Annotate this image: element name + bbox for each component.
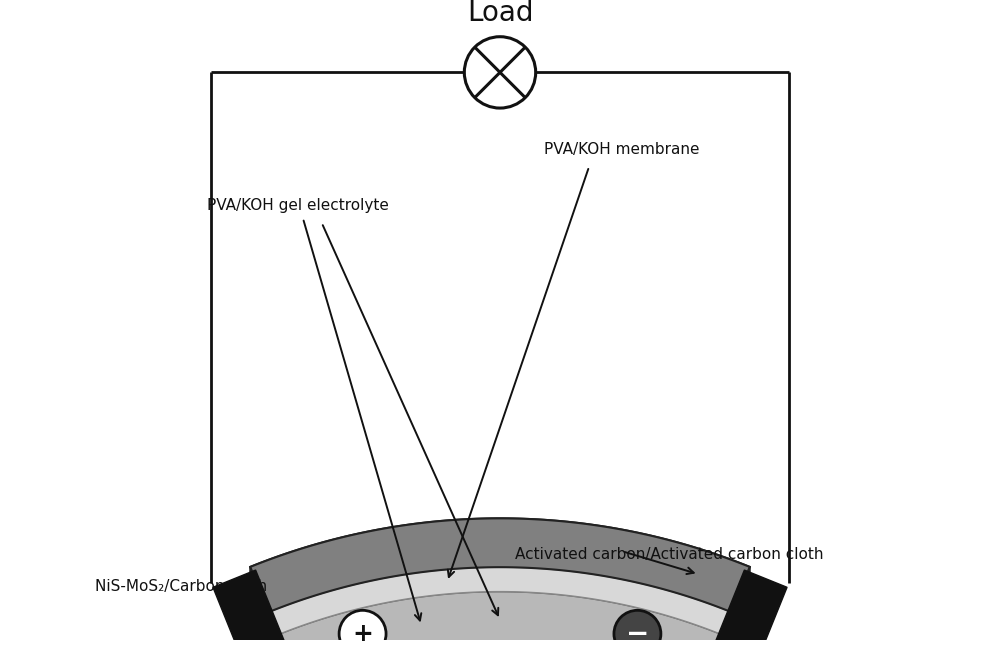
Polygon shape <box>674 570 787 649</box>
Text: PVA/KOH gel electrolyte: PVA/KOH gel electrolyte <box>207 198 389 214</box>
Polygon shape <box>278 592 722 649</box>
Polygon shape <box>239 567 761 647</box>
Text: PVA/KOH membrane: PVA/KOH membrane <box>544 142 700 157</box>
Circle shape <box>464 37 536 108</box>
Circle shape <box>339 610 386 649</box>
Circle shape <box>614 610 661 649</box>
Text: +: + <box>352 622 373 646</box>
Text: Load: Load <box>467 0 533 27</box>
Text: NiS-MoS₂/Carbon cloth: NiS-MoS₂/Carbon cloth <box>95 580 267 594</box>
Polygon shape <box>299 648 701 649</box>
Polygon shape <box>250 567 324 649</box>
Polygon shape <box>299 648 701 649</box>
Polygon shape <box>676 567 750 649</box>
Text: Activated carbon/Activated carbon cloth: Activated carbon/Activated carbon cloth <box>515 546 823 561</box>
Polygon shape <box>213 570 326 649</box>
Polygon shape <box>250 519 750 612</box>
Polygon shape <box>278 592 722 649</box>
Text: −: − <box>626 620 649 648</box>
Polygon shape <box>250 519 750 612</box>
Polygon shape <box>239 567 761 647</box>
